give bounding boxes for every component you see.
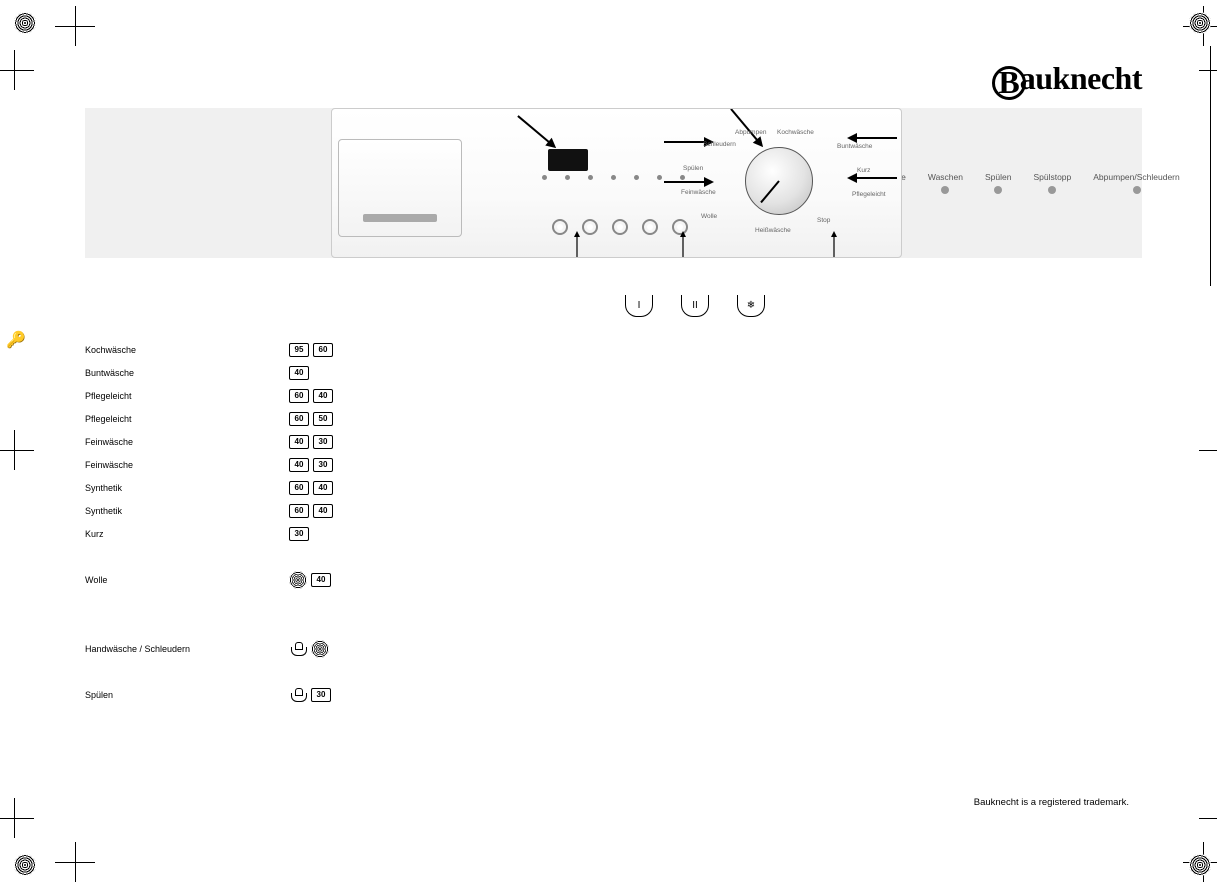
care-symbol-row	[285, 614, 495, 637]
temperature-badge: 40	[289, 435, 309, 449]
temperature-badge: 95	[289, 343, 309, 357]
program-row: Pflegeleicht	[85, 384, 285, 407]
temperature-badge: 50	[313, 412, 333, 426]
handwash-icon	[289, 688, 307, 702]
progress-stage-strip: Vorwäsche Waschen Spülen Spülstopp Abpum…	[864, 172, 1179, 194]
temperature-badge: 30	[313, 435, 333, 449]
program-row	[85, 591, 285, 614]
brand-logo: Bauknecht	[992, 60, 1142, 100]
program-labels-column: KochwäscheBuntwäschePflegeleichtPflegele…	[85, 274, 285, 818]
care-symbol-row: 40	[285, 568, 495, 591]
program-row	[85, 545, 285, 568]
spin-icon	[311, 640, 329, 658]
program-row	[85, 614, 285, 637]
care-symbol-row: 40	[285, 361, 495, 384]
control-panel-strip: Kochwäsche Buntwäsche Kurz Pflegeleicht …	[85, 108, 1142, 258]
crop-mark	[55, 842, 95, 882]
care-symbol-row: 40 30	[285, 430, 495, 453]
care-symbol-row: 95 60	[285, 338, 495, 361]
temperature-badge: 60	[313, 343, 333, 357]
temperature-badge: 40	[289, 458, 309, 472]
care-symbol-row: 60 40	[285, 476, 495, 499]
care-symbol-rows: 95 60 40 60 40 60 50 40 30 40 30 60 40 60 40 30 40 30	[285, 338, 495, 706]
program-row: Feinwäsche	[85, 430, 285, 453]
stage-item: Waschen	[928, 172, 963, 194]
care-symbol-column: 95 60 40 60 40 60 50 40 30 40 30 60 40 60 40 30 40 30	[285, 274, 495, 818]
stage-item: Spülen	[985, 172, 1011, 194]
program-row: Kochwäsche	[85, 338, 285, 361]
care-symbol-row: 60 40	[285, 499, 495, 522]
crop-mark	[1199, 430, 1217, 470]
display-window	[548, 149, 588, 171]
crop-mark	[1199, 798, 1217, 838]
program-row: Spülen	[85, 683, 285, 706]
panel-blank-left	[85, 108, 331, 258]
brand-wordmark: auknecht	[1020, 60, 1142, 96]
program-row: Synthetik	[85, 476, 285, 499]
crop-mark	[55, 6, 95, 46]
care-symbol-row: 60 40	[285, 384, 495, 407]
care-symbol-row	[285, 591, 495, 614]
option-button[interactable]	[612, 219, 628, 235]
temperature-badge: 60	[289, 412, 309, 426]
temperature-badge: 30	[313, 458, 333, 472]
care-symbol-row: 40 30	[285, 453, 495, 476]
handwash-icon	[289, 642, 307, 656]
spin-icon	[289, 571, 307, 589]
control-panel: Kochwäsche Buntwäsche Kurz Pflegeleicht …	[331, 108, 902, 258]
program-row: Wolle	[85, 568, 285, 591]
crop-mark	[1199, 50, 1217, 90]
program-list: KochwäscheBuntwäschePflegeleichtPflegele…	[85, 338, 285, 706]
crop-mark	[0, 798, 34, 838]
program-row: Synthetik	[85, 499, 285, 522]
callout-arrow-icon	[562, 231, 592, 258]
options-column	[495, 274, 1142, 818]
panel-blank-right: Vorwäsche Waschen Spülen Spülstopp Abpum…	[902, 108, 1142, 258]
temperature-badge: 60	[289, 389, 309, 403]
key-icon: 🔑	[6, 330, 26, 350]
temperature-badge: 60	[289, 504, 309, 518]
temperature-badge: 60	[289, 481, 309, 495]
care-symbol-row	[285, 660, 495, 683]
care-symbol-row	[285, 637, 495, 660]
page-edge-rule	[1210, 46, 1211, 286]
registration-swirl-icon	[14, 854, 36, 876]
care-symbol-row: 30	[285, 683, 495, 706]
registration-swirl-icon	[1189, 12, 1211, 34]
stage-item: Spülstopp	[1033, 172, 1071, 194]
program-row: Buntwäsche	[85, 361, 285, 384]
callout-arrow-icon	[668, 231, 698, 258]
registration-swirl-icon	[1189, 854, 1211, 876]
stage-item: Abpumpen/Schleudern	[1093, 172, 1179, 194]
temperature-badge: 40	[311, 573, 331, 587]
dial-labels: Kochwäsche Buntwäsche Kurz Pflegeleicht …	[697, 129, 887, 239]
program-row: Feinwäsche	[85, 453, 285, 476]
care-symbol-row: 60 50	[285, 407, 495, 430]
temperature-badge: 30	[289, 527, 309, 541]
program-row: Handwäsche / Schleudern	[85, 637, 285, 660]
program-row: Kurz	[85, 522, 285, 545]
temperature-badge: 40	[313, 389, 333, 403]
care-symbol-row: 30	[285, 522, 495, 545]
trademark-footer: Bauknecht is a registered trademark.	[974, 797, 1129, 808]
detergent-drawer	[338, 139, 462, 237]
registration-swirl-icon	[14, 12, 36, 34]
program-chart: KochwäscheBuntwäschePflegeleichtPflegele…	[85, 274, 1142, 818]
temperature-badge: 30	[311, 688, 331, 702]
crop-mark	[0, 50, 34, 90]
care-symbol-row	[285, 545, 495, 568]
program-row: Pflegeleicht	[85, 407, 285, 430]
temperature-badge: 40	[289, 366, 309, 380]
temperature-badge: 40	[313, 481, 333, 495]
temperature-badge: 40	[313, 504, 333, 518]
option-button[interactable]	[642, 219, 658, 235]
crop-mark	[0, 430, 34, 470]
program-row	[85, 660, 285, 683]
